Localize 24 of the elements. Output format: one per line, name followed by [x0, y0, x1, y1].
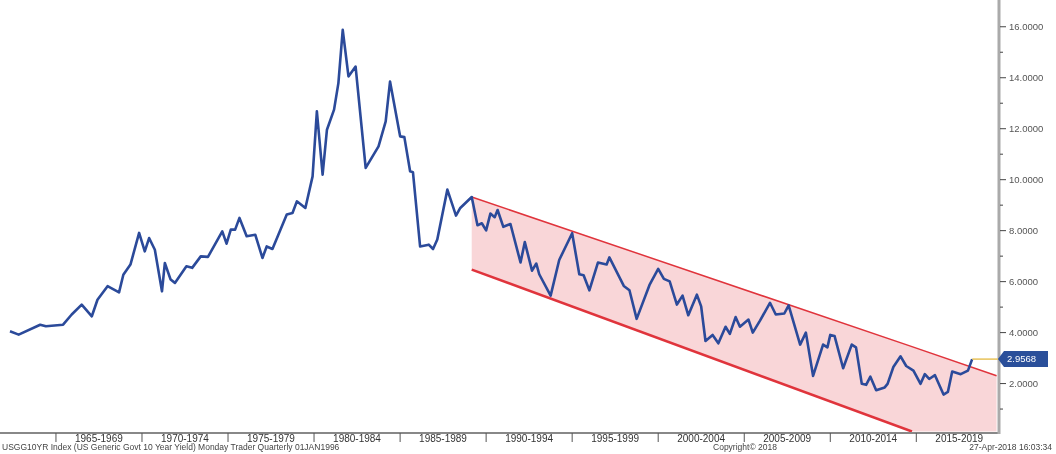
- y-tick-label: 8.0000: [1009, 224, 1039, 236]
- y-tick-label: 2.0000: [1009, 377, 1039, 389]
- y-tick-label: 4.0000: [1009, 326, 1039, 338]
- x-tick-label: 2015-2019: [935, 433, 984, 444]
- x-tick-label: 2010-2014: [849, 433, 898, 444]
- y-tick-label: 14.0000: [1009, 72, 1044, 84]
- x-tick-label: 1975-1979: [247, 433, 296, 444]
- x-tick-label: 1970-1974: [161, 433, 210, 444]
- text: Copyright© 2018: [713, 442, 778, 452]
- y-tick-label: 6.0000: [1009, 275, 1039, 287]
- x-tick-label: 1965-1969: [74, 433, 124, 444]
- x-tick-label: 2005-2009: [763, 433, 812, 444]
- x-tick-label: 1995-1999: [591, 433, 640, 444]
- y-tick-label: 12.0000: [1009, 123, 1044, 135]
- x-tick-label: 2000-2004: [677, 433, 726, 444]
- line-series: [8, 28, 974, 396]
- x-tick-label: 1990-1994: [505, 433, 554, 444]
- x-tick-label: 1985-1989: [419, 433, 468, 444]
- annotation: 2.9568: [1007, 353, 1037, 365]
- y-tick-label: 10.0000: [1009, 174, 1044, 186]
- text: 27-Apr-2018 16:03:34: [969, 442, 1053, 452]
- x-tick-label: 1980-1984: [333, 433, 382, 444]
- text: USGG10YR Index (US Generic Govt 10 Year Yield) Monday Trader Quarterly 01JAN1996: [2, 442, 340, 452]
- y-tick-label: 16.0000: [1009, 21, 1044, 33]
